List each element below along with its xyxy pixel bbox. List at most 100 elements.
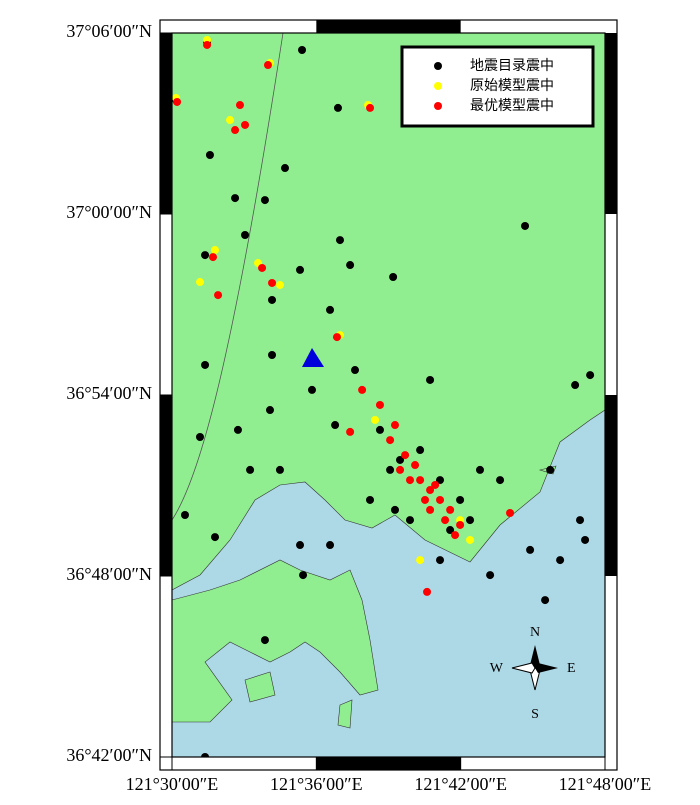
epicenter (436, 556, 445, 565)
x-tick-label: 121°36′00″E (270, 774, 363, 794)
epicenter (260, 636, 269, 645)
legend-label: 地震目录震中 (470, 58, 554, 74)
epicenter (416, 446, 425, 455)
compass-e: E (567, 661, 576, 676)
epicenter (258, 263, 267, 272)
epicenter (456, 520, 465, 529)
epicenter (246, 465, 255, 474)
epicenter (331, 421, 340, 430)
compass-n: N (530, 625, 540, 640)
epicenter (205, 150, 214, 159)
epicenter (266, 406, 275, 415)
epicenter (466, 535, 475, 544)
epicenter (201, 753, 210, 757)
epicenter (366, 103, 375, 112)
epicenter (235, 101, 244, 110)
basemap (172, 33, 605, 757)
epicenter (486, 571, 495, 580)
y-tick-label: 36°42′00″N (66, 745, 152, 765)
epicenter (431, 480, 440, 489)
epicenter (371, 415, 380, 424)
epicenter (180, 511, 189, 520)
epicenter (436, 476, 445, 485)
epicenter (268, 350, 277, 359)
epicenter (275, 280, 284, 289)
legend-box (400, 45, 595, 128)
x-tick-label: 121°42′00″E (414, 774, 507, 794)
epicenter (296, 541, 305, 550)
epicenter (436, 495, 445, 504)
epicenter (576, 516, 585, 525)
epicenter (406, 516, 415, 525)
x-tick-label: 121°48′00″E (559, 774, 652, 794)
epicenter (390, 421, 399, 430)
epicenter (426, 375, 435, 384)
epicenter (326, 541, 335, 550)
frame-bar (316, 20, 461, 33)
epicenter (416, 476, 425, 485)
epicenter (211, 533, 220, 542)
epicenter (275, 465, 284, 474)
epicenter (299, 571, 308, 580)
sea (172, 409, 605, 757)
legend: 地震目录震中 原始模型震中 最优模型震中 (400, 45, 595, 128)
epicenter (426, 505, 435, 514)
epicenter (396, 455, 405, 464)
epicenter (351, 366, 360, 375)
epicenter (241, 120, 250, 129)
epicenter (332, 333, 341, 342)
epicenter (296, 265, 305, 274)
epicenter (211, 246, 220, 255)
epicenter (496, 476, 505, 485)
station (302, 348, 324, 367)
epicenter (233, 425, 242, 434)
frame-bar (605, 395, 617, 576)
epicenter (231, 126, 240, 135)
epicenter (476, 465, 485, 474)
y-tick-label: 36°48′00″N (66, 564, 152, 584)
epicenter (390, 505, 399, 514)
epicenter (333, 103, 342, 112)
epicenter (451, 531, 460, 540)
epicenter (421, 495, 430, 504)
epicenter (526, 545, 535, 554)
compass-needle (535, 663, 558, 673)
epicenter (426, 486, 435, 495)
epicenter (326, 305, 335, 314)
epicenter (375, 400, 384, 409)
epicenter (546, 465, 555, 474)
epicenter (298, 46, 307, 55)
epicenter (173, 97, 182, 106)
epicenter (506, 509, 515, 518)
compass-rose: N E S W (490, 625, 576, 722)
epicenter (406, 476, 415, 485)
epicenter (389, 272, 398, 281)
frame-bar (605, 33, 617, 214)
y-tick-label: 37°00′00″N (66, 202, 152, 222)
epicenter (358, 385, 367, 394)
epicenter (201, 360, 210, 369)
legend-marker (434, 62, 442, 70)
epicenter (386, 436, 395, 445)
epicenter (571, 381, 580, 390)
epicenter (226, 116, 235, 125)
frame-bar (160, 33, 172, 214)
compass-needle (530, 645, 540, 668)
epicenter (308, 385, 317, 394)
epicenter (581, 535, 590, 544)
epicenter (446, 526, 455, 535)
epicenter (260, 196, 269, 205)
y-tick-label: 36°54′00″N (66, 383, 152, 403)
epicenter (521, 221, 530, 230)
epicenter (268, 295, 277, 304)
map-frame (159, 19, 618, 771)
legend-label: 原始模型震中 (470, 78, 554, 94)
x-tick-label: 121°30′00″E (126, 774, 219, 794)
epicenter (203, 40, 212, 49)
epicenter (423, 587, 432, 596)
epicenter (366, 495, 375, 504)
epicenter (586, 371, 595, 380)
epicenter (386, 465, 395, 474)
frame-bar (316, 757, 461, 770)
